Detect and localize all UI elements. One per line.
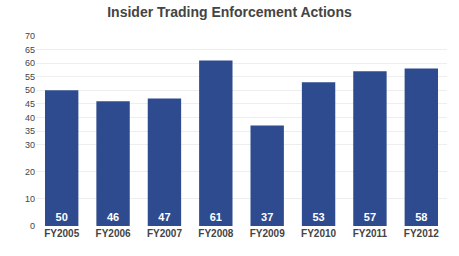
svg-text:50: 50 [56,211,68,223]
svg-text:0: 0 [30,221,35,231]
svg-text:Insider Trading Enforcement Ac: Insider Trading Enforcement Actions [107,4,352,20]
svg-text:47: 47 [158,211,170,223]
svg-text:37: 37 [261,211,273,223]
svg-text:70: 70 [25,31,35,41]
svg-text:FY2009: FY2009 [250,228,285,239]
svg-text:65: 65 [25,45,35,55]
svg-text:FY2012: FY2012 [404,228,439,239]
svg-text:FY2011: FY2011 [353,228,388,239]
svg-text:20: 20 [25,167,35,177]
svg-text:57: 57 [364,211,376,223]
svg-text:61: 61 [210,211,222,223]
svg-text:FY2007: FY2007 [147,228,182,239]
svg-text:FY2006: FY2006 [96,228,131,239]
svg-text:40: 40 [25,113,35,123]
svg-text:58: 58 [415,211,427,223]
svg-text:35: 35 [25,126,35,136]
svg-text:60: 60 [25,58,35,68]
svg-text:10: 10 [25,194,35,204]
svg-text:FY2005: FY2005 [44,228,79,239]
svg-text:FY2008: FY2008 [198,228,233,239]
svg-text:53: 53 [312,211,324,223]
svg-text:FY2010: FY2010 [301,228,336,239]
svg-text:30: 30 [25,140,35,150]
svg-text:55: 55 [25,72,35,82]
svg-text:45: 45 [25,99,35,109]
svg-text:46: 46 [107,211,119,223]
svg-text:50: 50 [25,85,35,95]
